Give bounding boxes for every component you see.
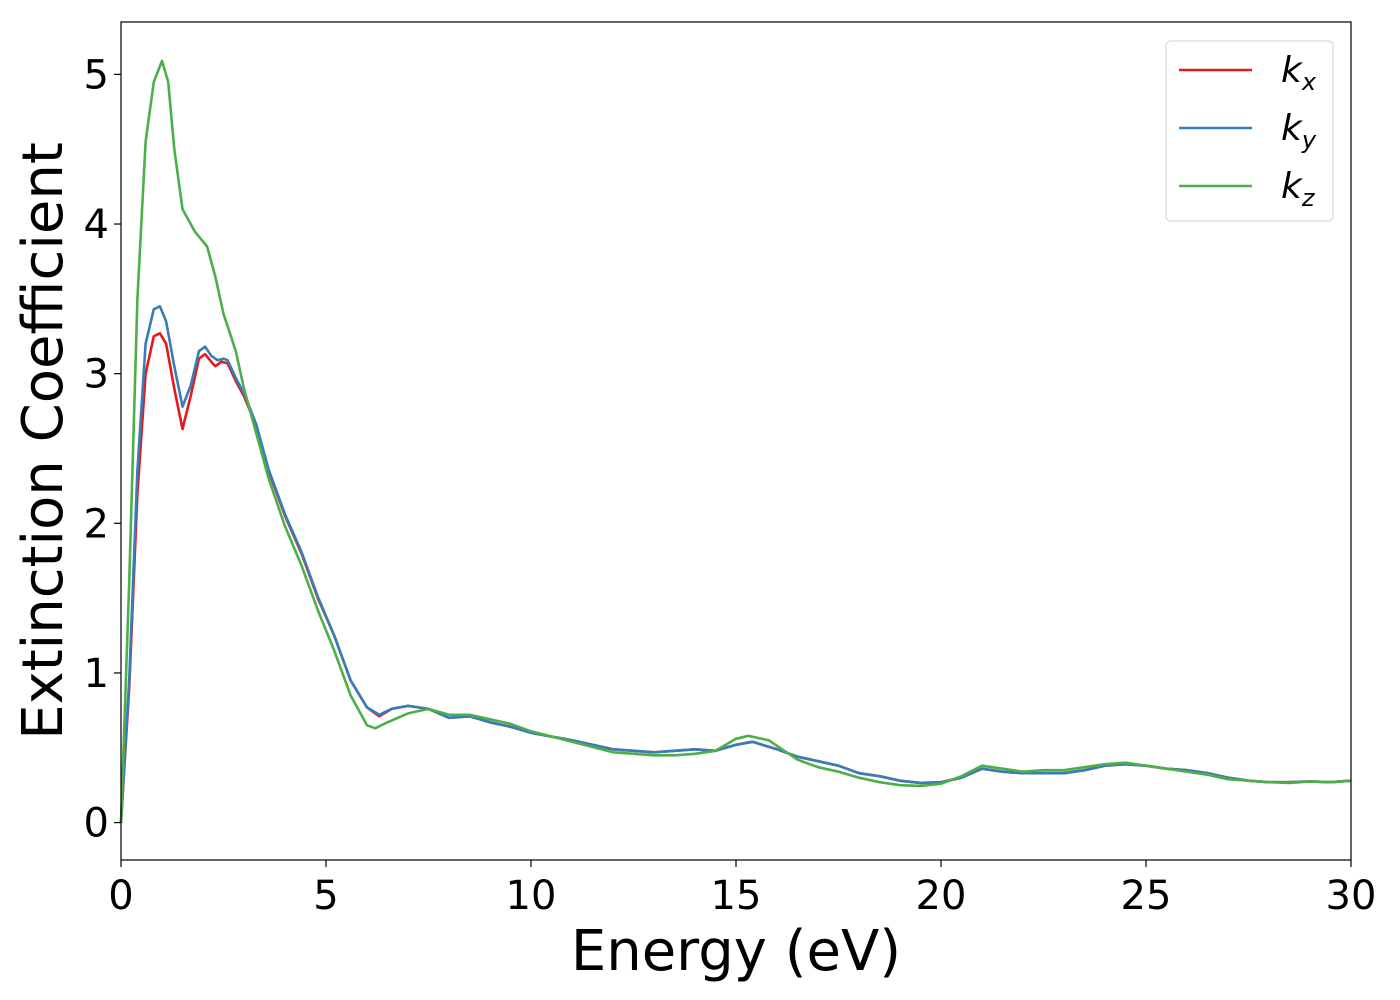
x-tick-label: 25 bbox=[1121, 873, 1172, 919]
legend-label-y: ky bbox=[1281, 108, 1317, 154]
y-axis-label: Extinction Coefficient bbox=[11, 142, 76, 740]
x-tick-label: 0 bbox=[108, 873, 133, 919]
x-axis-label: Energy (eV) bbox=[571, 919, 901, 984]
y-tick-label: 1 bbox=[84, 651, 109, 697]
legend-label-x: kx bbox=[1281, 50, 1317, 96]
x-tick-label: 10 bbox=[506, 873, 557, 919]
x-tick-label: 15 bbox=[711, 873, 762, 919]
y-tick-label: 2 bbox=[84, 501, 109, 547]
y-tick-label: 3 bbox=[84, 352, 109, 398]
y-tick-label: 0 bbox=[84, 801, 109, 847]
legend-box bbox=[1165, 40, 1334, 222]
x-axis: 0 5 10 15 20 25 30 bbox=[108, 860, 1376, 919]
series-line-y bbox=[119, 305, 1352, 823]
x-tick-label: 30 bbox=[1326, 873, 1377, 919]
series-line-z bbox=[119, 59, 1352, 823]
legend-label-z: kz bbox=[1281, 166, 1316, 212]
series-layer bbox=[119, 59, 1352, 823]
y-tick-label: 4 bbox=[84, 202, 109, 248]
legend: kx ky kz bbox=[1165, 40, 1334, 222]
x-tick-label: 5 bbox=[313, 873, 338, 919]
y-axis: 0 1 2 3 4 5 bbox=[84, 52, 121, 847]
x-tick-label: 20 bbox=[916, 873, 967, 919]
y-tick-label: 5 bbox=[84, 52, 109, 98]
